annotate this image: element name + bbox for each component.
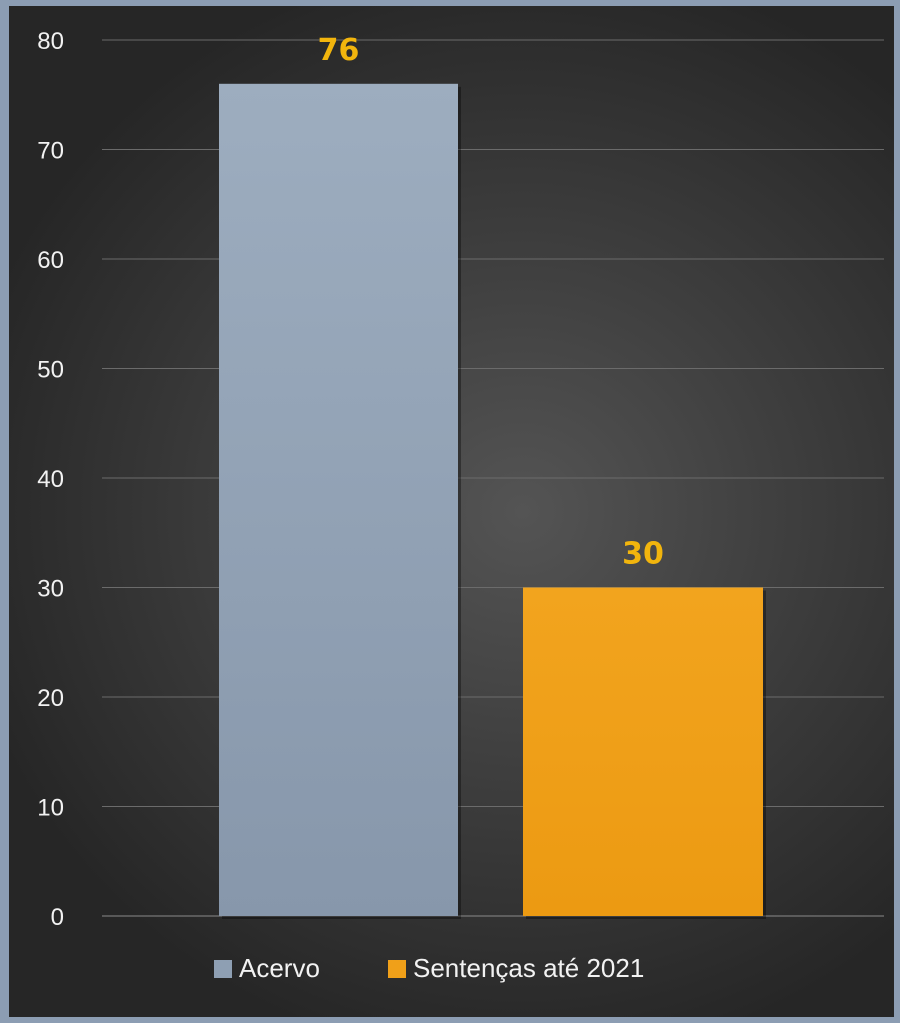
y-tick-label-0: 0 [51,904,64,931]
bars [219,83,766,920]
y-tick-label-80: 80 [37,28,64,55]
y-axis: 0 10 20 30 40 50 60 70 80 [37,28,64,931]
data-labels: 76 30 [318,33,664,572]
legend: Acervo Sentenças até 2021 [214,953,644,983]
y-tick-label-30: 30 [37,576,64,603]
y-tick-label-20: 20 [37,685,64,712]
y-tick-label-70: 70 [37,138,64,165]
legend-label-1: Sentenças até 2021 [413,953,644,983]
y-tick-label-60: 60 [37,247,64,274]
y-tick-label-40: 40 [37,466,64,493]
data-label-1: 30 [622,537,664,572]
bar-1 [523,587,763,916]
y-tick-label-10: 10 [37,795,64,822]
bar-0 [219,83,458,917]
legend-swatch-0 [214,960,232,978]
legend-swatch-1 [388,960,406,978]
data-label-0: 76 [318,33,360,68]
legend-label-0: Acervo [239,953,320,983]
y-tick-label-50: 50 [37,357,64,384]
